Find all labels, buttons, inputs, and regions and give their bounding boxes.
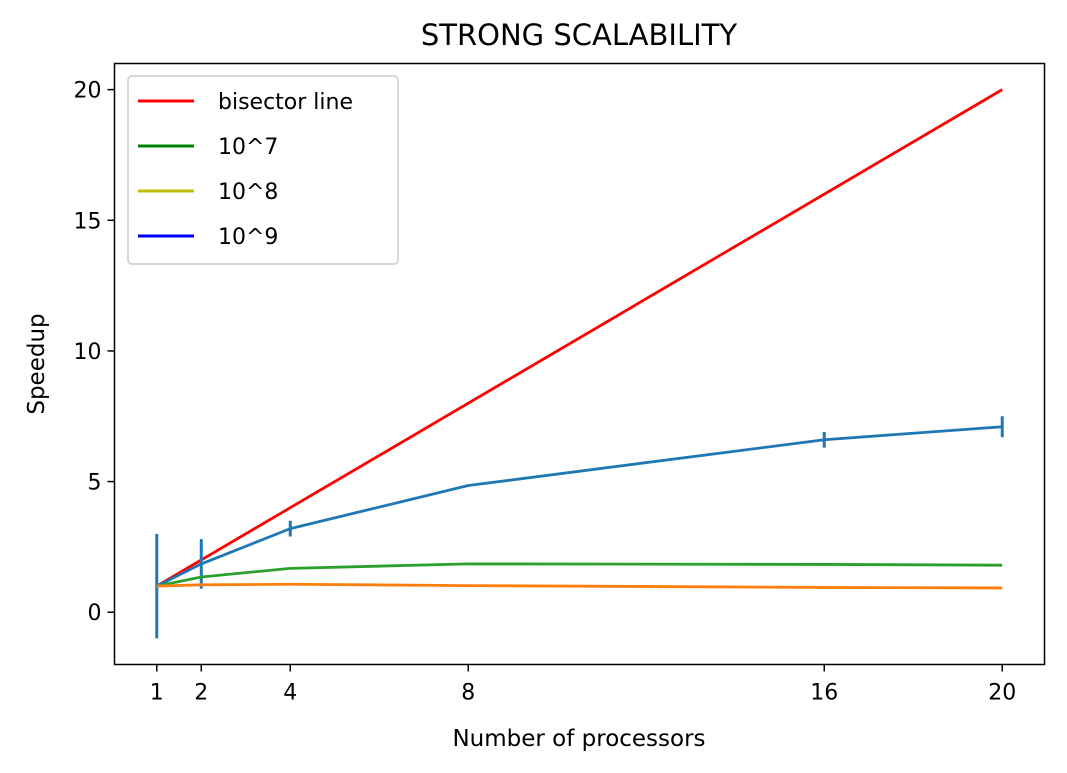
data-marks [155, 88, 1004, 639]
x-tick-label: 4 [283, 681, 297, 706]
series-line-1 [156, 425, 1003, 588]
legend-label: 10^7 [218, 135, 278, 160]
y-tick-label: 20 [74, 79, 102, 104]
legend-label: 10^9 [218, 225, 278, 250]
x-tick-label: 2 [194, 681, 208, 706]
y-tick-label: 10 [74, 340, 102, 365]
x-tick-label: 20 [988, 681, 1016, 706]
legend: bisector line 10^7 10^8 10^9 [127, 75, 399, 265]
legend-box [127, 75, 399, 265]
series-line-3 [156, 582, 1003, 590]
series-line-0 [156, 88, 1003, 588]
x-tick-label: 1 [150, 681, 164, 706]
x-axis-ticks: 1 2 4 8 16 20 [150, 664, 1016, 706]
x-tick-label: 16 [810, 681, 838, 706]
series-line-2 [156, 562, 1003, 588]
x-tick-label: 8 [461, 681, 475, 706]
y-axis-label: Speedup [24, 313, 50, 414]
y-tick-label: 0 [88, 601, 102, 626]
y-tick-label: 5 [88, 471, 102, 496]
chart-title: STRONG SCALABILITY [421, 18, 738, 52]
plot-frame [113, 62, 1046, 666]
y-tick-label: 15 [74, 209, 102, 234]
y-axis-ticks: 0 5 10 15 20 [74, 79, 115, 626]
x-axis-label: Number of processors [452, 726, 705, 752]
legend-label: 10^8 [218, 180, 278, 205]
legend-label: bisector line [218, 90, 353, 115]
